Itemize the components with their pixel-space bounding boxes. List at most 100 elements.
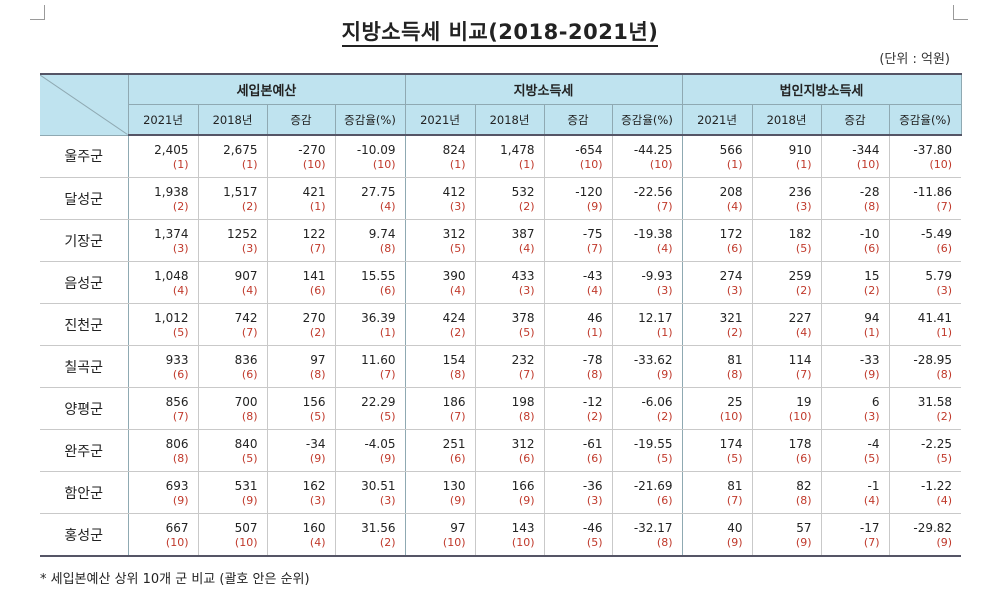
cell-rank: (8) [795,493,812,507]
table-cell: 122 (7) [266,219,335,262]
column-header: 증감 [543,104,613,136]
cell-value: 94 [864,310,880,325]
cell-value: 2,405 [154,142,189,157]
cell-rank: (2) [379,535,396,549]
cell-rank: (2) [656,409,673,423]
table-cell: 178 (6) [751,429,821,472]
table-cell: -4 (5) [820,429,889,472]
column-header: 2018년 [474,104,545,136]
cell-rank: (10) [788,409,812,423]
table-cell: -1.22 (4) [888,471,962,514]
cell-value: 232 [511,352,535,367]
cell-value: -1.22 [920,478,953,493]
column-header: 2021년 [681,104,753,136]
cell-rank: (2) [863,283,880,297]
cell-rank: (5) [656,451,673,465]
cell-rank: (4) [936,493,953,507]
cell-rank: (4) [795,325,812,339]
cell-rank: (6) [309,283,326,297]
cell-value: -2.25 [920,436,953,451]
table-cell: 40 (9) [681,513,752,557]
cell-rank: (3) [586,493,603,507]
cell-value: 387 [511,226,535,241]
table-cell: 94 (1) [820,303,889,346]
cell-rank: (1) [379,325,396,339]
cell-value: 806 [165,436,189,451]
cell-value: 421 [302,184,326,199]
column-header: 증감율(%) [888,104,962,136]
table-cell: -6.06 (2) [611,387,682,430]
cell-rank: (7) [795,367,812,381]
county-name: 칠곡군 [40,345,128,388]
table-cell: 321 (2) [681,303,752,346]
cell-rank: (8) [726,367,743,381]
cell-rank: (5) [172,325,189,339]
column-header: 증감율(%) [611,104,683,136]
table-cell: 1,478 (1) [474,135,544,178]
page-title: 지방소득세 비교(2018-2021년) [0,16,1000,47]
table-cell: 15 (2) [820,261,889,304]
table-cell: 57 (9) [751,513,821,557]
cell-value: 227 [788,310,812,325]
cell-rank: (6) [172,367,189,381]
unit-label: (단위 : 억원) [879,52,950,67]
table-cell: 270 (2) [266,303,335,346]
cell-value: -120 [575,184,603,199]
cell-rank: (2) [309,325,326,339]
table-cell: 82 (8) [751,471,821,514]
table-row: 함안군 693 (9) 531 (9) 162 (3) 30.51 (3) 130 (9) 166 (9… [40,471,962,514]
cell-rank: (1) [518,157,535,171]
cell-rank: (4) [449,283,466,297]
cell-rank: (2) [795,283,812,297]
cell-value: 57 [796,520,812,535]
cell-value: 390 [442,268,466,283]
cell-rank: (3) [241,241,258,255]
table-row: 달성군 1,938 (2) 1,517 (2) 421 (1) 27.75 (4) 412 (3) 5… [40,177,962,220]
cell-rank: (8) [309,367,326,381]
table-cell: 236 (3) [751,177,821,220]
county-name: 함안군 [40,471,128,514]
table-cell: 27.75 (4) [334,177,405,220]
cell-rank: (4) [863,493,880,507]
cell-rank: (3) [518,283,535,297]
cell-value: -19.55 [633,436,673,451]
table-cell: 412 (3) [404,177,475,220]
table-cell: -37.80 (10) [888,135,962,178]
cell-rank: (7) [656,199,673,213]
cell-value: -61 [582,436,603,451]
cell-value: 182 [788,226,812,241]
cell-rank: (9) [726,535,743,549]
cell-value: -17 [859,520,880,535]
cell-rank: (9) [586,199,603,213]
cell-rank: (2) [172,199,189,213]
table-cell: 531 (9) [197,471,267,514]
group-header-budget: 세입본예산 [127,73,406,105]
table-cell: 700 (8) [197,387,267,430]
table-cell: -75 (7) [543,219,612,262]
cell-rank: (10) [579,157,603,171]
table-cell: 25 (10) [681,387,752,430]
cell-value: -75 [582,226,603,241]
table-cell: 1,048 (4) [127,261,198,304]
cell-rank: (7) [309,241,326,255]
diagonal-line-icon [40,75,128,135]
cell-rank: (8) [241,409,258,423]
cell-rank: (4) [518,241,535,255]
cell-rank: (6) [726,241,743,255]
table-cell: 15.55 (6) [334,261,405,304]
table-cell: 166 (9) [474,471,544,514]
column-header: 증감 [266,104,336,136]
cell-value: 12.17 [638,310,673,325]
cell-rank: (10) [302,157,326,171]
table-cell: 933 (6) [127,345,198,388]
cell-rank: (4) [586,283,603,297]
table-cell: 186 (7) [404,387,475,430]
cell-value: 6 [871,394,880,409]
table-cell: 836 (6) [197,345,267,388]
cell-value: 160 [302,520,326,535]
table-cell: 806 (8) [127,429,198,472]
cell-rank: (2) [241,199,258,213]
cell-value: -6.06 [641,394,673,409]
cell-rank: (1) [936,325,953,339]
cell-value: -33.62 [633,352,673,367]
